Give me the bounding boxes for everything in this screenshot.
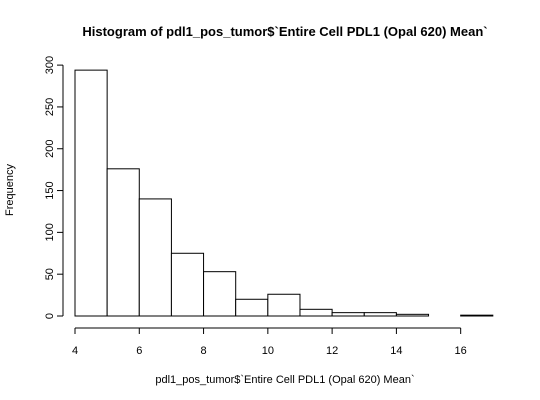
histogram-bar-4	[171, 253, 203, 316]
y-tick-label: 100	[44, 223, 56, 241]
x-tick-label: 12	[326, 345, 338, 357]
histogram-bar-8	[300, 309, 332, 316]
histogram-bar-1	[75, 70, 107, 316]
x-tick-label: 16	[455, 345, 467, 357]
histogram-bar-11	[396, 314, 428, 316]
y-tick-label: 200	[44, 140, 56, 158]
histogram-bar-7	[268, 294, 300, 316]
histogram-bar-10	[364, 313, 396, 316]
histogram-bar-3	[139, 199, 171, 316]
x-axis-label: pdl1_pos_tumor$`Entire Cell PDL1 (Opal 6…	[155, 374, 414, 386]
x-tick-label: 10	[262, 345, 274, 357]
x-tick-label: 4	[72, 345, 78, 357]
histogram-bar-9	[332, 313, 364, 316]
histogram-bar-13	[461, 315, 493, 316]
y-tick-label: 250	[44, 98, 56, 116]
bars-group	[75, 70, 493, 316]
x-tick-label: 14	[390, 345, 402, 357]
y-tick-label: 0	[44, 313, 56, 319]
histogram-bar-6	[236, 299, 268, 316]
y-axis: 0 50 100 150 200 250 300	[44, 56, 63, 319]
y-tick-label: 300	[44, 56, 56, 74]
y-tick-label: 150	[44, 181, 56, 199]
y-tick-label: 50	[44, 268, 56, 280]
x-axis: 4 6 8 10 12 14 16	[72, 328, 467, 357]
y-axis-label: Frequency	[4, 164, 16, 216]
histogram-bar-5	[204, 272, 236, 316]
x-tick-label: 8	[200, 345, 206, 357]
histogram-bar-2	[107, 169, 139, 316]
x-tick-label: 6	[136, 345, 142, 357]
chart-title: Histogram of pdl1_pos_tumor$`Entire Cell…	[82, 24, 487, 39]
